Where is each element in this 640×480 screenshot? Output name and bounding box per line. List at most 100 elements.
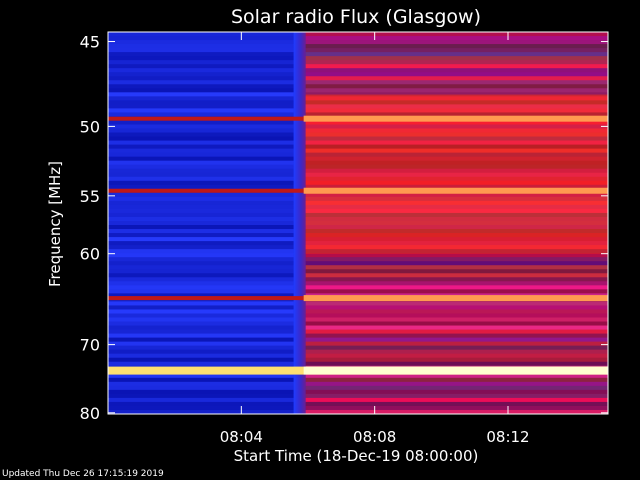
heatmap-cell-post bbox=[305, 285, 608, 290]
heatmap-cell-pre bbox=[108, 56, 294, 61]
heatmap-cell-post bbox=[305, 269, 608, 274]
heatmap-cell-pre bbox=[108, 208, 294, 214]
heatmap-cell-onset bbox=[293, 317, 306, 323]
heatmap-cell-pre bbox=[108, 241, 294, 246]
heatmap-cell-onset bbox=[293, 393, 306, 399]
heatmap-cell-pre bbox=[108, 32, 294, 37]
heatmap-cell-onset bbox=[293, 92, 306, 97]
heatmap-cell-onset bbox=[293, 305, 306, 310]
heatmap-cell-post bbox=[305, 253, 608, 258]
heatmap-cell-pre bbox=[108, 293, 294, 298]
heatmap-cell-post bbox=[305, 313, 608, 318]
heatmap-cell-post bbox=[305, 289, 608, 294]
heatmap-cell-onset bbox=[293, 56, 306, 61]
heatmap-cell-post bbox=[305, 301, 608, 306]
heatmap-cell-onset bbox=[293, 405, 306, 411]
heatmap-cell-post bbox=[305, 36, 608, 41]
heatmap-cell-pre bbox=[108, 44, 294, 49]
heatmap-cell-onset bbox=[293, 204, 306, 210]
heatmap-cell-pre bbox=[108, 128, 294, 134]
heatmap-cell-post bbox=[305, 68, 608, 73]
heatmap-cell-onset bbox=[293, 128, 306, 134]
heatmap-cell-pre bbox=[108, 180, 294, 186]
heatmap-cell-onset bbox=[293, 60, 306, 65]
x-axis: 08:04 08:08 08:12 bbox=[220, 32, 530, 446]
heatmap-cell-post bbox=[305, 32, 608, 37]
heatmap-cell-onset bbox=[293, 385, 306, 391]
heatmap-cell-onset bbox=[293, 200, 306, 206]
heatmap-cell-post bbox=[305, 88, 608, 93]
heatmap-cell-pre bbox=[108, 325, 294, 331]
heatmap-cell-pre bbox=[108, 313, 294, 318]
heatmap-cell-pre bbox=[108, 397, 294, 403]
heatmap-cell-pre bbox=[108, 100, 294, 105]
heatmap-cells bbox=[108, 32, 608, 415]
heatmap-cell-post bbox=[305, 80, 608, 85]
heatmap-cell-onset bbox=[293, 345, 306, 351]
heatmap-cell-pre bbox=[108, 112, 294, 117]
heatmap-cell-post bbox=[305, 333, 608, 339]
heatmap-cell-pre bbox=[108, 373, 294, 379]
heatmap-cell-pre bbox=[108, 273, 294, 278]
heatmap-cell-pre bbox=[108, 389, 294, 395]
heatmap-cell-post bbox=[305, 265, 608, 270]
heatmap-cell-pre bbox=[108, 64, 294, 69]
heatmap-cell-post bbox=[305, 317, 608, 323]
heatmap-cell-onset bbox=[293, 52, 306, 57]
x-tick-label: 08:08 bbox=[353, 428, 396, 446]
heatmap-cell-onset bbox=[293, 281, 306, 286]
heatmap-cell-pre bbox=[108, 333, 294, 339]
x-tick-label: 08:04 bbox=[220, 428, 263, 446]
y-tick-label: 70 bbox=[80, 336, 100, 355]
heatmap-cell-pre bbox=[108, 52, 294, 57]
heatmap-cell-pre bbox=[108, 36, 294, 41]
heatmap-cell-pre bbox=[108, 285, 294, 290]
heatmap-cell-pre bbox=[108, 341, 294, 347]
heatmap-cell-onset bbox=[293, 293, 306, 298]
updated-timestamp: Updated Thu Dec 26 17:15:19 2019 bbox=[2, 469, 164, 479]
heatmap-cell-pre bbox=[108, 160, 294, 166]
heatmap-cell-pre bbox=[108, 377, 294, 383]
y-tick-label: 60 bbox=[80, 245, 100, 264]
heatmap-cell-pre bbox=[108, 140, 294, 146]
heatmap-cell-onset bbox=[293, 325, 306, 331]
heatmap-cell-post bbox=[305, 337, 608, 343]
heatmap-cell-pre bbox=[108, 192, 294, 198]
heatmap-cell-onset bbox=[293, 261, 306, 266]
heatmap-cell-onset bbox=[293, 341, 306, 347]
heatmap-cell-pre bbox=[108, 92, 294, 97]
heatmap-cell-onset bbox=[293, 76, 306, 81]
heatmap-cell-onset bbox=[293, 273, 306, 278]
heatmap-cell-pre bbox=[108, 72, 294, 77]
heatmap-cell-pre bbox=[108, 281, 294, 286]
y-tick-label: 80 bbox=[80, 404, 100, 423]
heatmap-cell-pre bbox=[108, 144, 294, 150]
heatmap-cell-pre bbox=[108, 289, 294, 294]
heatmap-cell-onset bbox=[293, 124, 306, 130]
bright-band-post bbox=[303, 366, 608, 375]
heatmap-cell-onset bbox=[293, 361, 306, 367]
heatmap-cell-post bbox=[305, 389, 608, 395]
heatmap-cell-pre bbox=[108, 269, 294, 274]
heatmap-cell-pre bbox=[108, 84, 294, 89]
heatmap-cell-post bbox=[305, 40, 608, 45]
heatmap-cell-pre bbox=[108, 176, 294, 182]
heatmap-cell-pre bbox=[108, 317, 294, 323]
heatmap-cell-pre bbox=[108, 277, 294, 282]
heatmap-cell-pre bbox=[108, 216, 294, 222]
heatmap-cell-pre bbox=[108, 253, 294, 258]
y-axis-label: Frequency [MHz] bbox=[46, 161, 64, 287]
plot-frame bbox=[107, 31, 609, 415]
heatmap-cell-onset bbox=[293, 265, 306, 270]
heatmap-cell-pre bbox=[108, 152, 294, 158]
heatmap-cell-pre bbox=[108, 257, 294, 262]
heatmap-cell-post bbox=[305, 60, 608, 65]
heatmap-cell-post bbox=[305, 309, 608, 314]
heatmap-cell-onset bbox=[293, 241, 306, 246]
x-axis-label: Start Time (18-Dec-19 08:00:00) bbox=[234, 447, 479, 465]
heatmap-cell-pre bbox=[108, 96, 294, 101]
heatmap-cell-onset bbox=[293, 80, 306, 85]
heatmap-cell-pre bbox=[108, 337, 294, 343]
heatmap-cell-post bbox=[305, 345, 608, 351]
heatmap-cell-pre bbox=[108, 229, 294, 234]
